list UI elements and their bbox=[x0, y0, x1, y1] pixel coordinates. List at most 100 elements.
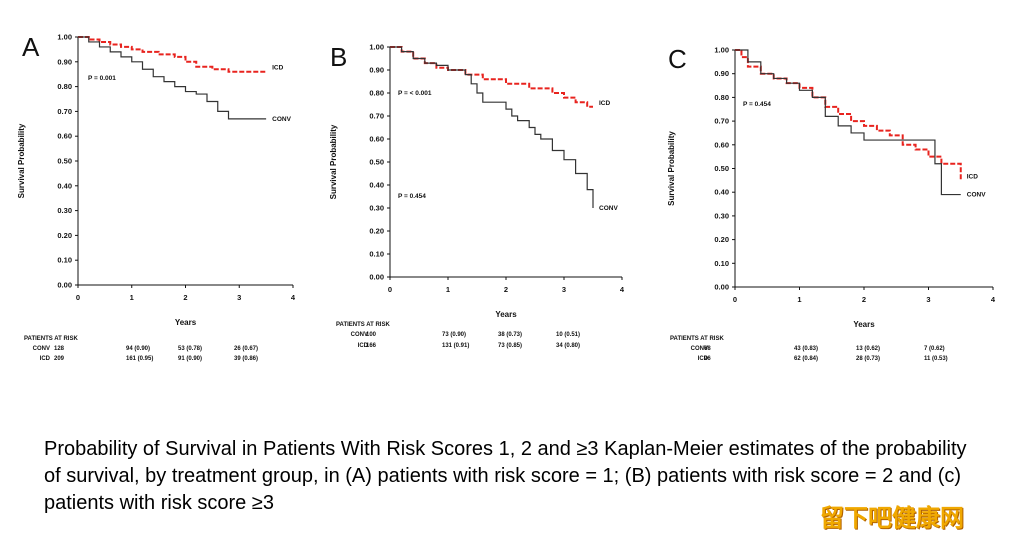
x-tick-label: 2 bbox=[183, 293, 187, 302]
series-label: ICD bbox=[272, 65, 284, 72]
at-risk-value: 11 (0.53) bbox=[924, 356, 948, 362]
at-risk-row-label: ICD bbox=[698, 356, 709, 362]
y-tick-label: 0.30 bbox=[714, 211, 729, 220]
p-value-annotation: P = < 0.001 bbox=[398, 90, 432, 97]
at-risk-value: 128 bbox=[54, 346, 65, 352]
y-tick-label: 0.90 bbox=[714, 69, 729, 78]
panel-b: B 0.00 0.10 0.20 0.30 0.40 0.50 0.60 0.70 0.80 0.9… bbox=[329, 42, 625, 349]
y-tick-label: 0.50 bbox=[57, 157, 72, 166]
at-risk-value: 96 bbox=[704, 356, 711, 362]
y-tick-label: 0.90 bbox=[57, 57, 72, 66]
at-risk-value: 43 (0.83) bbox=[794, 346, 818, 352]
y-tick-label: 0.10 bbox=[57, 256, 72, 265]
p-value-annotation: P = 0.001 bbox=[88, 75, 116, 82]
y-tick-label: 0.40 bbox=[369, 181, 384, 190]
series-label: CONV bbox=[272, 116, 291, 123]
y-tick-label: 0.40 bbox=[57, 181, 72, 190]
x-tick-label: 3 bbox=[562, 285, 566, 294]
y-tick-label: 0.20 bbox=[57, 231, 72, 240]
series-conv-line bbox=[735, 49, 961, 196]
y-tick-label: 1.00 bbox=[369, 43, 384, 52]
at-risk-value: 7 (0.62) bbox=[924, 346, 945, 352]
at-risk-header: PATIENTS AT RISK bbox=[24, 336, 78, 342]
y-tick-label: 0.10 bbox=[369, 250, 384, 259]
x-tick-label: 3 bbox=[926, 295, 930, 304]
y-tick-label: 0.60 bbox=[57, 132, 72, 141]
y-tick-label: 0.60 bbox=[714, 140, 729, 149]
at-risk-value: 62 (0.84) bbox=[794, 356, 818, 362]
at-risk-value: 91 (0.90) bbox=[178, 356, 202, 362]
y-tick-label: 0.00 bbox=[57, 281, 72, 290]
x-tick-label: 1 bbox=[446, 285, 450, 294]
y-axis-label: Survival Probability bbox=[329, 124, 338, 199]
panel-letter: C bbox=[668, 44, 687, 74]
panel-a: A 0.00 0.10 0.20 0.30 0.40 0.50 0.60 0.70 0.80 0.9… bbox=[17, 32, 296, 362]
at-risk-value: 26 (0.67) bbox=[234, 346, 258, 352]
series-label: ICD bbox=[599, 100, 611, 107]
at-risk-value: 73 (0.85) bbox=[498, 343, 522, 349]
x-tick-label: 0 bbox=[733, 295, 737, 304]
y-tick-label: 0.70 bbox=[369, 112, 384, 121]
panel-letter: A bbox=[22, 32, 40, 62]
y-axis-label: Survival Probability bbox=[667, 131, 676, 206]
at-risk-value: 100 bbox=[366, 332, 377, 338]
at-risk-header: PATIENTS AT RISK bbox=[670, 336, 724, 342]
at-risk-row-label: ICD bbox=[358, 343, 369, 349]
at-risk-row-label: ICD bbox=[40, 356, 51, 362]
at-risk-value: 53 (0.78) bbox=[178, 346, 202, 352]
series-label: ICD bbox=[967, 173, 979, 180]
at-risk-value: 13 (0.62) bbox=[856, 346, 880, 352]
series-conv-line bbox=[78, 36, 267, 120]
panel-letter: B bbox=[330, 42, 347, 72]
at-risk-value: 209 bbox=[54, 356, 65, 362]
y-tick-label: 0.80 bbox=[369, 89, 384, 98]
y-tick-label: 0.30 bbox=[57, 206, 72, 215]
at-risk-value: 94 (0.90) bbox=[126, 346, 150, 352]
x-tick-label: 4 bbox=[291, 293, 296, 302]
y-tick-label: 1.00 bbox=[57, 33, 72, 42]
y-tick-label: 0.10 bbox=[714, 259, 729, 268]
panel-c: C 0.00 0.10 0.20 0.30 0.40 0.50 0.60 0.70 0.80 0.9… bbox=[667, 44, 996, 362]
x-axis-label: Years bbox=[175, 318, 197, 327]
at-risk-value: 73 (0.90) bbox=[442, 332, 466, 338]
x-axis-label: Years bbox=[853, 320, 875, 329]
y-tick-label: 0.20 bbox=[714, 235, 729, 244]
at-risk-row-label: CONV bbox=[691, 346, 708, 352]
series-icd-line bbox=[735, 49, 962, 181]
x-tick-label: 1 bbox=[130, 293, 134, 302]
series-label: CONV bbox=[967, 192, 986, 199]
at-risk-value: 166 bbox=[366, 343, 377, 349]
y-tick-label: 0.80 bbox=[714, 93, 729, 102]
y-tick-label: 0.80 bbox=[57, 82, 72, 91]
x-axis-label: Years bbox=[495, 310, 517, 319]
at-risk-value: 161 (0.95) bbox=[126, 356, 153, 362]
x-tick-label: 2 bbox=[504, 285, 508, 294]
at-risk-value: 10 (0.51) bbox=[556, 332, 580, 338]
x-tick-label: 4 bbox=[620, 285, 625, 294]
x-tick-label: 3 bbox=[237, 293, 241, 302]
at-risk-value: 38 (0.73) bbox=[498, 332, 522, 338]
x-tick-label: 4 bbox=[991, 295, 996, 304]
at-risk-header: PATIENTS AT RISK bbox=[336, 322, 390, 328]
series-conv-line bbox=[390, 46, 594, 208]
at-risk-row-label: CONV bbox=[351, 332, 368, 338]
y-tick-label: 0.90 bbox=[369, 66, 384, 75]
x-tick-label: 2 bbox=[862, 295, 866, 304]
x-tick-label: 0 bbox=[76, 293, 80, 302]
km-figure: A 0.00 0.10 0.20 0.30 0.40 0.50 0.60 0.70 0.80 0.9… bbox=[17, 32, 996, 362]
p-value-annotation: P = 0.454 bbox=[743, 101, 771, 108]
p-value-annotation: P = 0.454 bbox=[398, 193, 426, 200]
x-tick-label: 1 bbox=[797, 295, 801, 304]
figure-caption: Probability of Survival in Patients With… bbox=[44, 438, 967, 514]
at-risk-value: 28 (0.73) bbox=[856, 356, 880, 362]
y-tick-label: 0.70 bbox=[57, 107, 72, 116]
y-axis-label: Survival Probability bbox=[17, 123, 26, 198]
y-tick-label: 0.50 bbox=[369, 158, 384, 167]
series-icd-line bbox=[390, 46, 593, 108]
at-risk-value: 39 (0.86) bbox=[234, 356, 258, 362]
x-tick-label: 0 bbox=[388, 285, 392, 294]
at-risk-value: 131 (0.91) bbox=[442, 343, 469, 349]
y-tick-label: 0.40 bbox=[714, 188, 729, 197]
y-tick-label: 0.60 bbox=[369, 135, 384, 144]
at-risk-value: 68 bbox=[704, 346, 711, 352]
